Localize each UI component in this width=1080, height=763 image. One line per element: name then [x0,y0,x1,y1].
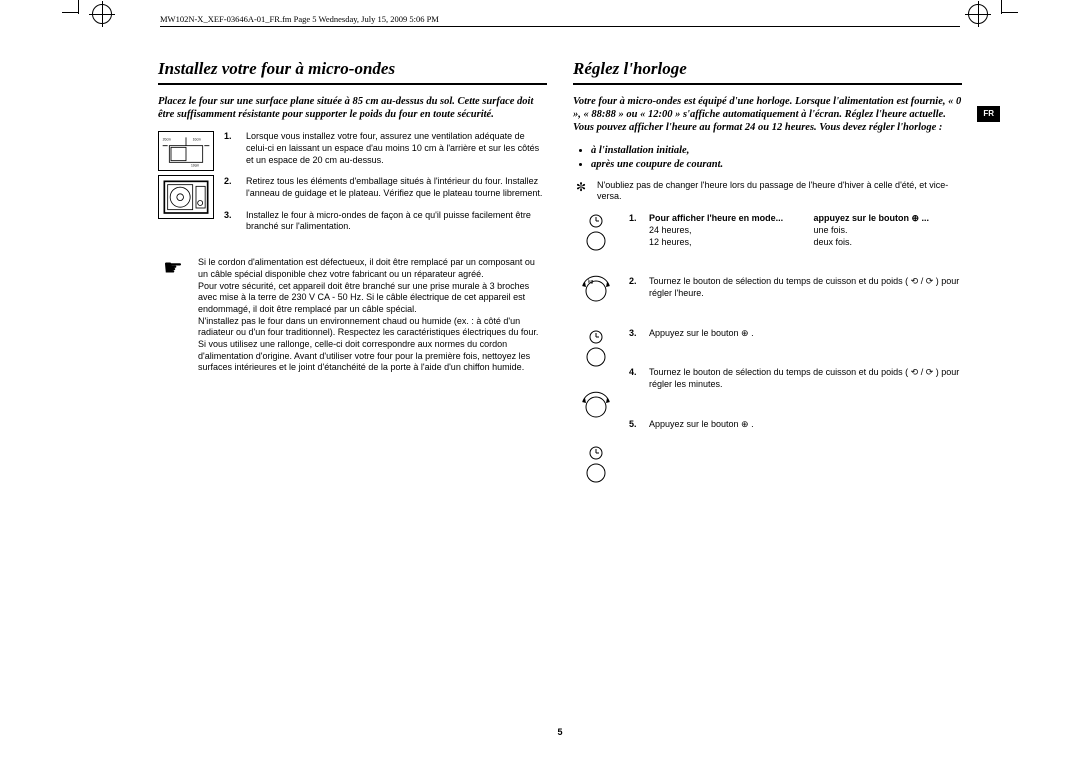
pointing-hand-icon: ☛ [158,257,188,374]
svg-text:10cm: 10cm [193,138,201,142]
clock-step: Tournez le bouton de sélection du temps … [629,367,962,390]
install-step: Installez le four à micro-ondes de façon… [224,210,547,233]
registration-mark [968,4,988,24]
warning-text: Si le cordon d'alimentation est défectue… [198,257,547,374]
clock-button-icon [584,445,608,483]
clock-steps-list: Pour afficher l'heure en mode... 24 heur… [629,213,962,483]
dst-reminder: ✼ N'oubliez pas de changer l'heure lors … [573,180,962,203]
step1-col2-r1: une fois. [814,225,963,237]
clock-step: Pour afficher l'heure en mode... 24 heur… [629,213,962,248]
clock-button-icon [584,213,608,251]
registration-mark [92,4,112,24]
crop-mark [1001,0,1002,14]
intro-text: Votre four à micro-ondes est équipé d'un… [573,95,962,134]
svg-text:20cm: 20cm [163,138,171,142]
dial-icon [579,391,613,421]
running-header: MW102N-X_XEF-03646A-01_FR.fm Page 5 Wedn… [160,14,920,25]
install-step: Retirez tous les éléments d'emballage si… [224,176,547,199]
warning-note: ☛ Si le cordon d'alimentation est défect… [158,257,547,374]
header-rule [160,26,960,27]
step1-col1-header: Pour afficher l'heure en mode... [649,213,798,225]
figure-stack: 20cm 10cm 10cm [158,131,214,219]
content-area: FR Installez votre four à micro-ondes Pl… [158,58,962,743]
reminder-text: N'oubliez pas de changer l'heure lors du… [597,180,962,203]
column-right: Réglez l'horloge Votre four à micro-onde… [573,58,962,743]
note-icon: ✼ [573,180,589,203]
crop-mark [1002,12,1018,13]
language-tab: FR [977,106,1000,122]
svg-text:10cm: 10cm [191,164,199,168]
figure-turntable [158,175,214,219]
section-title-clock: Réglez l'horloge [573,58,962,85]
clock-step: Appuyez sur le bouton ⊕ . [629,328,962,340]
step1-col2-r2: deux fois. [814,237,963,249]
step1-col1-r2: 12 heures, [649,237,798,249]
clock-button-icon [584,329,608,367]
clock-step: Appuyez sur le bouton ⊕ . [629,419,962,431]
list-item: après une coupure de courant. [591,158,962,172]
crop-mark [62,12,78,13]
intro-text: Placez le four sur une surface plane sit… [158,95,547,121]
crop-mark [78,0,79,14]
clock-step: Tournez le bouton de sélection du temps … [629,276,962,299]
step1-col1-r1: 24 heures, [649,225,798,237]
page-number: 5 [158,727,962,739]
step-icons-column: kg [573,213,619,483]
step1-col2-header: appuyez sur le bouton ⊕ ... [814,213,963,225]
install-steps: Lorsque vous installez votre four, assur… [224,131,547,243]
clock-cases: à l'installation initiale, après une cou… [573,144,962,171]
figure-clearances: 20cm 10cm 10cm [158,131,214,170]
dial-icon: kg [579,275,613,305]
column-left: Installez votre four à micro-ondes Place… [158,58,547,743]
svg-text:kg: kg [588,279,594,285]
install-step: Lorsque vous installez votre four, assur… [224,131,547,166]
page: MW102N-X_XEF-03646A-01_FR.fm Page 5 Wedn… [0,0,1080,763]
section-title-install: Installez votre four à micro-ondes [158,58,547,85]
list-item: à l'installation initiale, [591,144,962,158]
